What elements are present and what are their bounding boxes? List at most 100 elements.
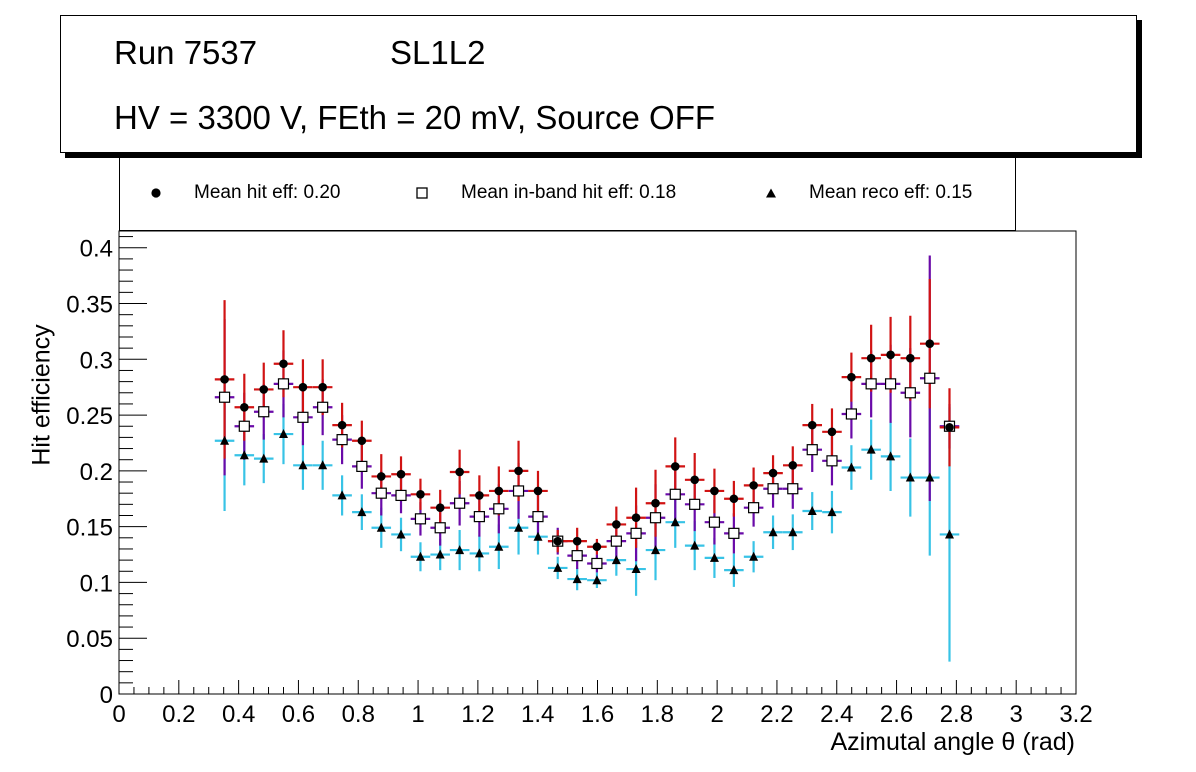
- hit-point: [494, 486, 504, 496]
- x-tick-label: 1.6: [581, 701, 614, 728]
- inband-point: [610, 535, 622, 547]
- hit-point: [631, 513, 641, 523]
- inband-point: [238, 420, 250, 432]
- inband-point: [649, 512, 662, 524]
- inband-point: [297, 411, 309, 423]
- hit-point: [906, 353, 915, 363]
- hit-point: [318, 382, 327, 392]
- inband-point: [414, 513, 427, 525]
- reco-point: [611, 555, 621, 565]
- x-tick-label: 0.2: [162, 701, 195, 728]
- inband-point: [258, 406, 270, 418]
- hit-point: [298, 382, 308, 392]
- reco-point: [846, 462, 856, 472]
- y-tick-label: 0.05: [66, 626, 113, 653]
- inband-point: [904, 387, 916, 399]
- hit-point: [886, 350, 895, 360]
- hit-point: [807, 420, 817, 430]
- x-tick-label: 0.4: [222, 701, 255, 728]
- hit-point: [475, 491, 484, 500]
- x-tick-label: 2.4: [820, 701, 853, 728]
- hit-point: [455, 467, 464, 477]
- reco-point: [474, 548, 484, 558]
- hit-point: [768, 468, 778, 478]
- reco-point: [788, 527, 798, 537]
- reco-point: [925, 472, 935, 482]
- hit-point: [435, 503, 445, 512]
- reco-point: [670, 517, 680, 527]
- inband-point: [924, 372, 936, 384]
- x-tick-label: 3: [1010, 701, 1023, 728]
- inband-point: [669, 488, 681, 500]
- inband-point: [454, 497, 466, 509]
- reco-point: [514, 522, 524, 532]
- hit-point: [670, 462, 680, 471]
- inband-point: [434, 522, 446, 534]
- axis-ticks: 0 0.2 0.4 0.6 0.8 1 1.2 1.4 1.6 1.8 2 2.2 2.4 2.6 2.8 3…: [66, 236, 1092, 728]
- hit-point: [925, 339, 935, 348]
- hit-point: [416, 489, 425, 499]
- inband-point: [493, 503, 505, 515]
- hit-point: [788, 460, 798, 470]
- hit-point: [592, 542, 602, 552]
- x-tick-label: 2.6: [880, 701, 913, 728]
- hit-point: [240, 402, 249, 412]
- inband-point: [277, 378, 290, 390]
- hit-point: [729, 494, 739, 504]
- reco-point: [905, 472, 915, 482]
- reco-point: [239, 450, 249, 460]
- x-tick-label: 1.4: [521, 701, 554, 728]
- reco-point: [709, 552, 719, 562]
- hit-point: [827, 427, 837, 437]
- y-tick-label: 0.4: [80, 236, 113, 263]
- x-tick-label: 1: [411, 701, 424, 728]
- hit-point: [553, 536, 563, 546]
- inband-point: [748, 502, 760, 514]
- series-reco-markers: [220, 429, 954, 585]
- legend-reco-label: Mean reco eff: 0.15: [809, 182, 973, 203]
- inband-point: [395, 489, 407, 502]
- reco-point: [337, 490, 347, 500]
- hit-point: [514, 466, 523, 476]
- reco-point: [690, 540, 700, 550]
- inband-point: [317, 401, 329, 413]
- hit-point: [710, 486, 719, 496]
- inband-point: [512, 485, 525, 497]
- x-axis-label: Azimutal angle θ (rad): [830, 728, 1075, 756]
- legend-inband-marker-icon: [416, 187, 428, 199]
- plot-frame: [118, 230, 1077, 695]
- inband-point: [806, 444, 818, 456]
- inband-point: [571, 550, 583, 562]
- hit-point: [866, 353, 876, 363]
- reco-point: [494, 541, 504, 551]
- hit-point: [651, 498, 660, 508]
- legend-reco-marker-icon: [766, 188, 776, 198]
- reco-point: [944, 529, 954, 539]
- reco-point: [220, 435, 230, 445]
- y-tick-label: 0.1: [80, 570, 113, 597]
- reco-point: [807, 506, 817, 516]
- reco-point: [298, 460, 308, 470]
- reco-point: [533, 531, 543, 541]
- hit-point: [220, 375, 229, 384]
- x-tick-label: 0: [112, 701, 125, 728]
- conditions-label: HV = 3300 V, FEth = 20 mV, Source OFF: [114, 99, 716, 136]
- reco-point: [827, 507, 837, 517]
- hit-point: [690, 475, 699, 485]
- x-tick-label: 2.8: [940, 701, 973, 728]
- y-tick-label: 0.2: [80, 459, 113, 486]
- inband-point: [473, 511, 485, 523]
- series-hit-markers: [220, 339, 954, 552]
- reco-point: [572, 574, 582, 584]
- inband-point: [630, 527, 642, 539]
- y-tick-label: 0.25: [66, 403, 113, 430]
- legend: Mean hit eff: 0.20 Mean in-band hit eff:…: [119, 158, 1016, 231]
- hit-point: [612, 520, 621, 529]
- title-box: Run 7537 SL1L2 HV = 3300 V, FEth = 20 mV…: [60, 15, 1137, 153]
- reco-point: [749, 551, 759, 561]
- hit-point: [357, 436, 367, 446]
- axis-frame: [118, 230, 1077, 695]
- y-tick-label: 0: [100, 682, 113, 709]
